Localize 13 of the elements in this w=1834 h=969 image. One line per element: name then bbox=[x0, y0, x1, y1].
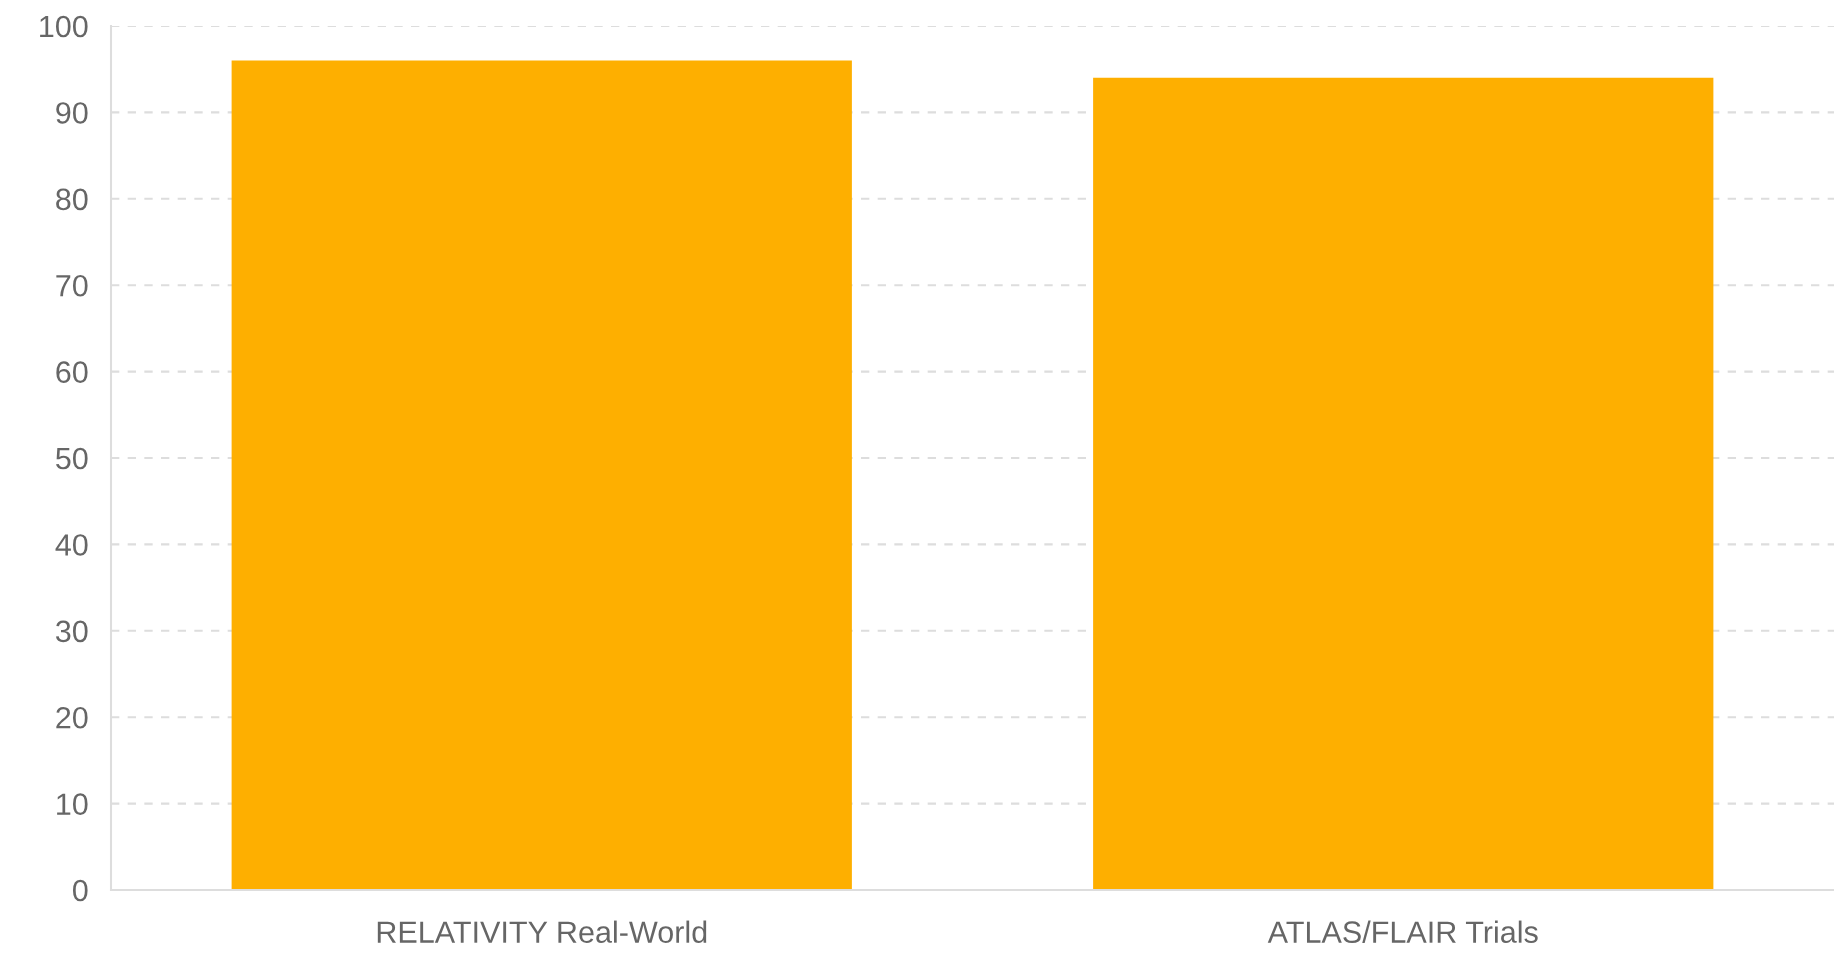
y-tick-label: 70 bbox=[56, 274, 88, 297]
y-tick-label: 40 bbox=[55, 534, 88, 556]
y-tick-label: 60 bbox=[56, 361, 88, 383]
y-tick-label: 30 bbox=[55, 620, 88, 643]
y-tick-label: 0 bbox=[72, 879, 88, 902]
y-tick-label: 100 bbox=[40, 15, 88, 38]
y-tick-label: 20 bbox=[56, 706, 88, 729]
y-tick-label: 90 bbox=[56, 102, 88, 124]
y-tick-label: 50 bbox=[56, 447, 88, 470]
y-tick-label: 10 bbox=[57, 793, 88, 815]
y-tick-label: 80 bbox=[56, 188, 88, 211]
x-tick-label: ATLAS/FLAIR Trials bbox=[1267, 920, 1538, 943]
x-tick-label: RELATIVITY Real-World bbox=[377, 920, 707, 943]
